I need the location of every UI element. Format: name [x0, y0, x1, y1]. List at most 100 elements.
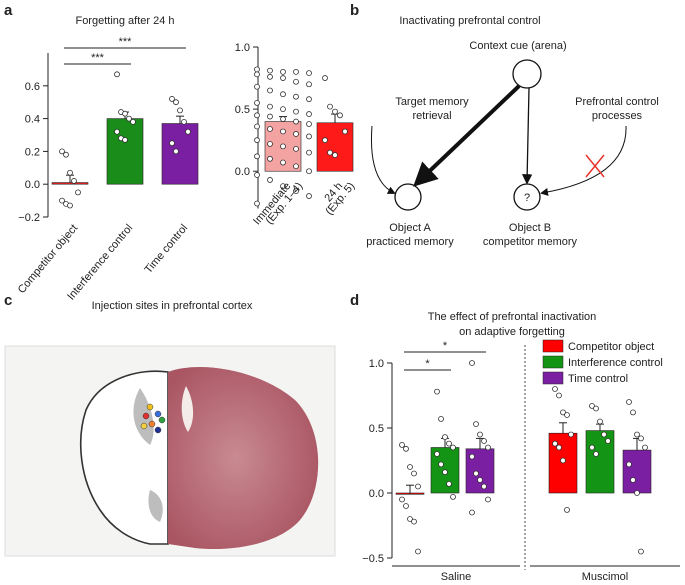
- bar: [622, 449, 652, 494]
- data-point: [280, 106, 286, 113]
- data-point: [177, 107, 183, 114]
- y-tick-label: 0.2: [25, 146, 40, 158]
- data-point: [469, 360, 475, 366]
- group-label: Muscimol: [582, 571, 628, 583]
- data-point: [642, 444, 648, 451]
- data-point: [293, 188, 299, 195]
- data-point: [254, 66, 260, 73]
- data-point: [477, 431, 483, 438]
- data-point: [114, 128, 120, 135]
- data-point: [415, 483, 421, 490]
- panel-label: d: [350, 292, 359, 309]
- legend-swatch: [542, 339, 564, 353]
- data-point: [407, 516, 413, 522]
- data-point: [634, 431, 640, 438]
- data-point: [403, 503, 409, 509]
- data-point: [306, 149, 312, 156]
- data-point: [481, 483, 487, 490]
- annotation: Target memory: [395, 96, 469, 108]
- data-point: [254, 137, 260, 144]
- data-point: [485, 444, 491, 451]
- data-point: [450, 493, 456, 500]
- injection-site: [154, 410, 162, 418]
- data-point: [280, 143, 286, 150]
- data-point: [403, 445, 409, 452]
- data-point: [568, 431, 574, 438]
- data-point: [407, 464, 413, 470]
- data-point: [293, 68, 299, 75]
- data-point: [267, 177, 273, 183]
- data-point: [267, 140, 273, 147]
- data-point: [126, 115, 132, 122]
- node-label: Object A: [389, 222, 431, 234]
- data-point: [254, 71, 260, 78]
- data-point: [280, 75, 286, 81]
- data-point: [477, 477, 483, 483]
- data-point: [327, 149, 333, 156]
- data-point: [342, 128, 348, 135]
- node: [394, 183, 422, 211]
- data-point: [122, 137, 128, 143]
- data-point: [473, 421, 479, 428]
- data-point: [306, 121, 312, 127]
- data-point: [293, 163, 299, 170]
- data-point: [169, 140, 175, 147]
- data-point: [67, 202, 73, 209]
- injection-site: [148, 420, 156, 428]
- y-tick-label: 0.6: [25, 81, 40, 93]
- data-point: [469, 453, 475, 460]
- data-point: [306, 96, 312, 103]
- data-point: [293, 131, 299, 137]
- data-point: [280, 91, 286, 98]
- data-point: [280, 183, 286, 190]
- data-point: [597, 418, 603, 425]
- image-title: Injection sites in prefrontal cortex: [92, 300, 253, 312]
- ventricle: [181, 386, 194, 432]
- x-tick-label: Time control: [142, 222, 190, 276]
- data-point: [446, 440, 452, 447]
- annotation: processes: [592, 110, 643, 122]
- data-point: [280, 128, 286, 135]
- data-point: [59, 148, 65, 155]
- data-point: [327, 103, 333, 110]
- data-point: [552, 386, 558, 392]
- y-tick-label: 0.5: [369, 423, 384, 435]
- group-label: Saline: [441, 571, 472, 583]
- chart-title: on adaptive forgetting: [459, 326, 565, 338]
- y-tick-label: −0.5: [362, 553, 384, 565]
- y-tick-label: 0.0: [235, 166, 250, 178]
- data-point: [71, 178, 77, 184]
- data-point: [593, 451, 599, 457]
- node: [512, 59, 542, 89]
- data-point: [438, 461, 444, 468]
- block-mark: [585, 154, 605, 178]
- data-point: [306, 111, 312, 117]
- legend-label: Time control: [568, 373, 628, 385]
- data-point: [254, 200, 260, 207]
- arrow: [413, 84, 521, 187]
- annotation: retrieval: [412, 110, 451, 122]
- data-point: [560, 457, 566, 464]
- legend-label: Interference control: [568, 357, 663, 369]
- data-point: [293, 93, 299, 100]
- data-point: [564, 412, 570, 418]
- data-point: [75, 189, 81, 196]
- node-label: practiced memory: [366, 236, 454, 248]
- data-point: [560, 409, 566, 416]
- diagram-title: Inactivating prefrontal control: [399, 15, 540, 27]
- x-tick-label: Competitor object: [16, 222, 81, 296]
- y-tick-label: 0.5: [235, 104, 250, 116]
- data-point: [442, 469, 448, 476]
- annotation: Prefrontal control: [575, 96, 659, 108]
- data-point: [280, 116, 286, 122]
- arrow: [521, 87, 533, 185]
- y-tick-label: −0.2: [18, 212, 40, 224]
- data-point: [114, 71, 120, 78]
- data-point: [267, 126, 273, 132]
- injection-site: [146, 403, 154, 411]
- data-point: [322, 137, 328, 144]
- data-point: [411, 518, 417, 525]
- data-point: [306, 168, 312, 175]
- data-point: [173, 99, 179, 106]
